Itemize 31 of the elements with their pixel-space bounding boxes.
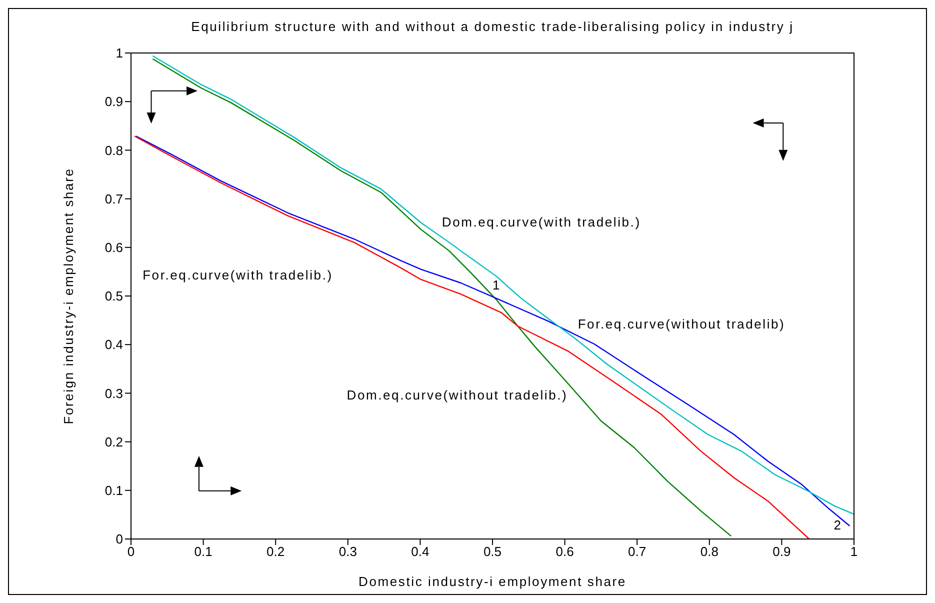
x-tick-label: 0 (127, 544, 135, 560)
y-tick-label: 0.7 (104, 191, 123, 206)
x-tick-label: 0.6 (556, 544, 574, 560)
text: For.eq.curve(with tradelib.) (142, 268, 333, 283)
y-tick-label: 0.4 (104, 337, 123, 352)
x-axis-title: Domestic industry-i employment share (358, 574, 626, 589)
y-tick-label: 1 (116, 46, 123, 61)
y-tick-label: 0.5 (104, 288, 123, 304)
y-tick-label: 0.9 (104, 94, 123, 110)
series-label: For.eq.curve(without tradelib) (578, 316, 786, 332)
x-tick-label: 0.7 (628, 544, 646, 560)
chart-title: Equilibrium structure with and without a domestic trade-liberalising policy in industry j (190, 19, 795, 34)
y-tick-label: 0 (116, 532, 123, 547)
x-tick-label: 0.5 (483, 544, 502, 560)
x-tick-label: 1 (850, 544, 858, 560)
y-tick-label: 0.6 (104, 240, 123, 256)
x-tick-label: 0.3 (338, 544, 357, 560)
y-axis-title: Foreign industry-i employment share (61, 168, 76, 424)
x-tick-label: 0.1 (194, 544, 212, 560)
annotation: 1 (492, 278, 500, 293)
series-label: Dom.eq.curve(with tradelib.) (442, 214, 641, 230)
y-tick-label: 0.2 (104, 434, 123, 450)
x-tick-label: 0.2 (266, 544, 285, 560)
y-tick-label: 0.8 (104, 142, 123, 158)
series-label: Dom.eq.curve(without tradelib.) (346, 388, 568, 403)
x-tick-label: 0.9 (772, 544, 791, 560)
annotation: 2 (834, 517, 841, 532)
y-tick-label: 0.3 (104, 386, 123, 401)
x-tick-label: 0.4 (411, 544, 430, 560)
x-tick-label: 0.8 (700, 544, 718, 560)
y-tick-label: 0.1 (104, 483, 123, 498)
